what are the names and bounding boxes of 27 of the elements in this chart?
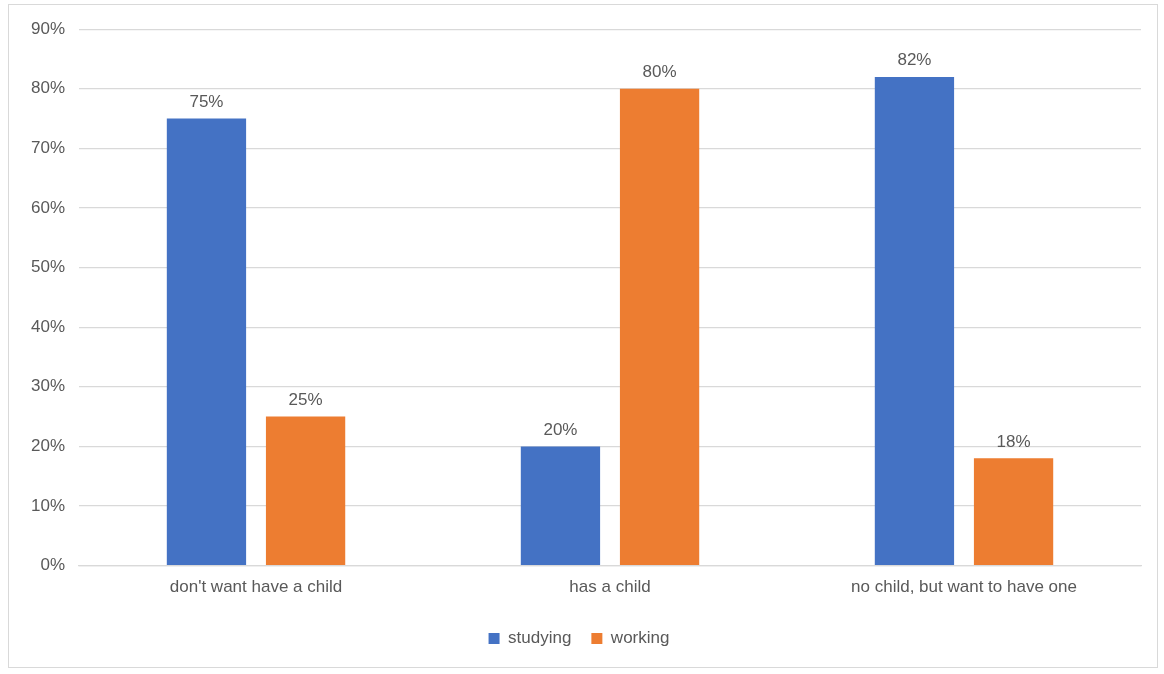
legend-label: working xyxy=(609,628,670,648)
y-tick-label: 10% xyxy=(30,495,66,515)
data-label: 75% xyxy=(189,91,224,111)
data-label: 18% xyxy=(996,431,1031,451)
data-label: 80% xyxy=(642,61,677,81)
x-tick-label: has a child xyxy=(569,577,651,597)
legend-label: studying xyxy=(508,628,572,648)
bar xyxy=(520,446,601,565)
bar xyxy=(874,76,955,565)
data-label: 25% xyxy=(288,389,323,409)
bar xyxy=(166,118,247,565)
x-tick-label: no child, but want to have one xyxy=(851,577,1077,597)
data-label: 20% xyxy=(543,419,578,439)
y-tick-label: 80% xyxy=(30,78,66,98)
bar xyxy=(973,458,1054,565)
y-tick-label: 20% xyxy=(30,436,66,456)
y-tick-label: 40% xyxy=(30,316,66,336)
y-tick-label: 90% xyxy=(30,18,66,38)
bar xyxy=(265,416,346,565)
y-tick-label: 50% xyxy=(30,257,66,277)
bar xyxy=(619,88,700,565)
y-tick-label: 70% xyxy=(30,138,66,158)
data-label: 82% xyxy=(897,50,932,70)
y-tick-label: 0% xyxy=(40,555,66,575)
x-tick-label: don't want have a child xyxy=(169,577,343,597)
y-tick-label: 60% xyxy=(30,197,66,217)
y-tick-label: 30% xyxy=(30,376,66,396)
